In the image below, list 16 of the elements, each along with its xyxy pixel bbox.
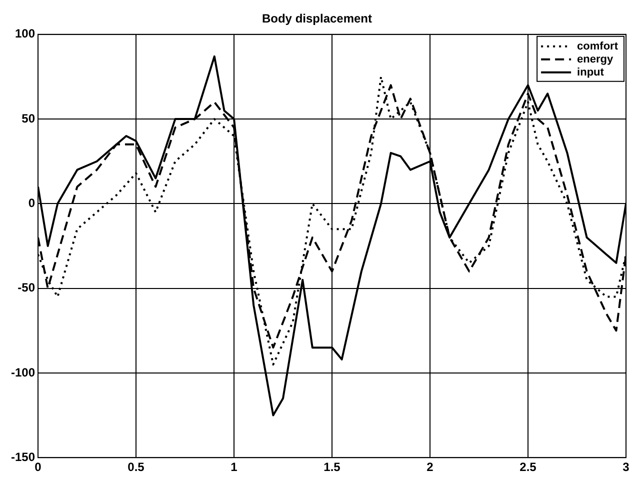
x-tick-label: 2 [426, 460, 434, 474]
x-tick-label: 2.5 [520, 460, 537, 474]
y-tick-label: -100 [10, 365, 36, 380]
y-tick-label: 100 [14, 26, 36, 41]
y-tick-label: -50 [18, 280, 36, 295]
x-tick-label: 0.5 [128, 460, 145, 474]
x-tick-label: 3 [622, 460, 630, 474]
x-tick-label: 1.5 [324, 460, 341, 474]
legend-label: comfort [577, 40, 618, 52]
chart-title: Body displacement [262, 12, 372, 26]
y-tick-label: -150 [10, 450, 36, 464]
legend-label: input [577, 66, 604, 78]
y-tick-label: 50 [22, 111, 36, 126]
y-tick-label: 0 [28, 196, 36, 210]
x-tick-label: 1 [230, 460, 238, 474]
legend-label: energy [577, 53, 614, 66]
